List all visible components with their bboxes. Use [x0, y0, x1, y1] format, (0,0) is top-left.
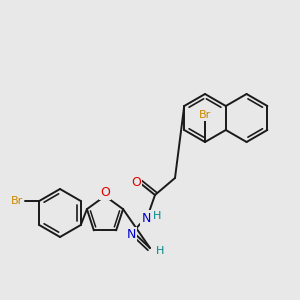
Text: H: H — [153, 211, 161, 221]
Text: O: O — [131, 176, 141, 188]
Text: Br: Br — [11, 196, 23, 206]
Text: Br: Br — [199, 110, 211, 120]
Text: N: N — [141, 212, 151, 224]
Text: N: N — [126, 229, 136, 242]
Text: H: H — [156, 246, 164, 256]
Text: O: O — [100, 185, 110, 199]
